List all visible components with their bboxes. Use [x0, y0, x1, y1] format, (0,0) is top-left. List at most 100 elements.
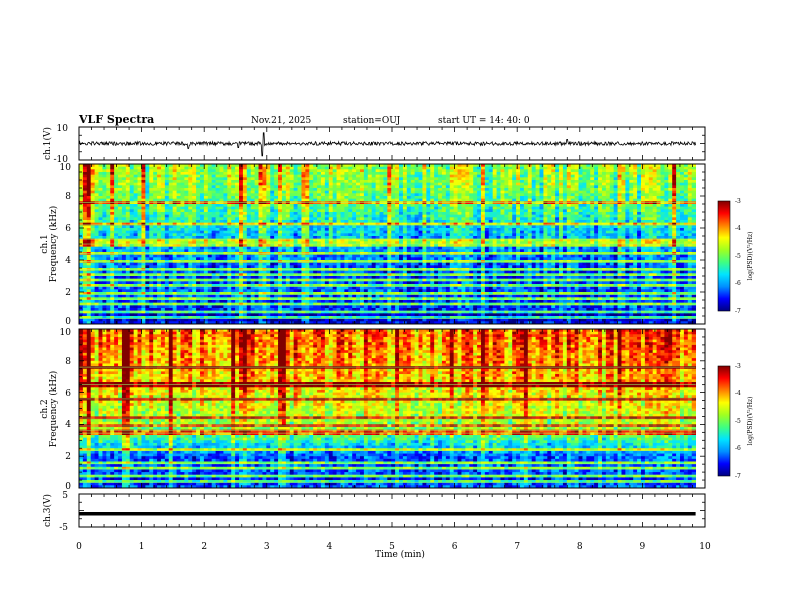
heatmap-cell: [90, 217, 96, 221]
heatmap-cell: [441, 233, 447, 237]
heatmap-cell: [231, 214, 236, 218]
heatmap-cell: [309, 233, 314, 237]
heatmap-cell: [344, 196, 349, 200]
heatmap-cell: [176, 166, 181, 170]
heatmap-cell: [188, 190, 193, 194]
heatmap-cell: [157, 198, 162, 202]
heatmap-cell: [359, 238, 365, 242]
heatmap-cell: [500, 241, 505, 245]
heatmap-cell: [605, 206, 611, 210]
heatmap-cell: [79, 212, 84, 216]
heatmap-cell: [367, 233, 373, 237]
heatmap-cell: [375, 230, 380, 234]
heatmap-cell: [250, 228, 256, 232]
heatmap-cell: [379, 204, 384, 208]
heatmap-cell: [445, 196, 451, 200]
heatmap-cell: [668, 236, 673, 240]
heatmap-cell: [207, 166, 213, 170]
heatmap-cell: [317, 166, 322, 170]
heatmap-cell: [184, 225, 189, 229]
heatmap-cell: [555, 212, 560, 216]
heatmap-cell: [691, 185, 697, 189]
heatmap-cell: [125, 217, 131, 221]
heatmap-cell: [473, 228, 478, 232]
heatmap-cell: [504, 209, 509, 213]
heatmap-cell: [118, 236, 123, 240]
heatmap-cell: [160, 169, 166, 173]
heatmap-cell: [414, 166, 419, 170]
heatmap-cell: [359, 198, 365, 202]
heatmap-cell: [516, 209, 521, 213]
heatmap-cell: [488, 241, 494, 245]
heatmap-cell: [118, 220, 123, 224]
heatmap-cell: [512, 177, 517, 181]
heatmap-cell: [512, 206, 517, 210]
heatmap-cell: [414, 217, 419, 221]
heatmap-cell: [102, 166, 107, 170]
heatmap-cell: [508, 166, 513, 170]
heatmap-cell: [125, 222, 131, 226]
heatmap-cell: [523, 185, 529, 189]
heatmap-cell: [157, 185, 162, 189]
heatmap-cell: [586, 193, 591, 197]
heatmap-cell: [461, 222, 466, 226]
heatmap-cell: [188, 212, 193, 216]
heatmap-cell: [188, 236, 193, 240]
heatmap-cell: [629, 190, 634, 194]
heatmap-cell: [586, 217, 591, 221]
heatmap-cell: [664, 177, 669, 181]
heatmap-cell: [609, 182, 615, 186]
heatmap-cell: [172, 188, 177, 192]
heatmap-cell: [496, 222, 501, 226]
heatmap-cell: [207, 198, 213, 202]
heatmap-cell: [449, 166, 455, 170]
heatmap-cell: [449, 201, 455, 205]
heatmap-cell: [164, 185, 170, 189]
heatmap-cell: [441, 220, 447, 224]
heatmap-cell: [274, 222, 279, 226]
heatmap-cell: [133, 180, 138, 184]
heatmap-cell: [383, 164, 388, 168]
heatmap-cell: [133, 222, 138, 226]
heatmap-cell: [496, 228, 501, 232]
heatmap-cell: [555, 236, 560, 240]
heatmap-cell: [336, 233, 341, 237]
heatmap-cell: [399, 166, 404, 170]
heatmap-cell: [297, 238, 302, 242]
heatmap-cell: [500, 193, 505, 197]
heatmap-cell: [644, 172, 650, 176]
heatmap-cell: [141, 172, 146, 176]
heatmap-cell: [242, 164, 248, 168]
heatmap-cell: [406, 185, 412, 189]
heatmap-cell: [644, 169, 650, 173]
heatmap-cell: [102, 204, 107, 208]
heatmap-cell: [426, 169, 431, 173]
heatmap-cell: [149, 169, 154, 173]
heatmap-cell: [414, 236, 419, 240]
heatmap-cell: [293, 209, 298, 213]
heatmap-cell: [656, 169, 661, 173]
heatmap-cell: [469, 198, 474, 202]
heatmap-cell: [488, 172, 494, 176]
heatmap-cell: [301, 169, 306, 173]
heatmap-cell: [375, 238, 380, 242]
heatmap-cell: [309, 236, 314, 240]
heatmap-cell: [145, 225, 150, 229]
heatmap-cell: [102, 217, 107, 221]
heatmap-cell: [168, 230, 174, 234]
heatmap-cell: [375, 201, 380, 205]
heatmap-cell: [543, 169, 548, 173]
heatmap-cell: [184, 172, 189, 176]
heatmap-cell: [559, 185, 564, 189]
heatmap-cell: [539, 201, 544, 205]
heatmap-cell: [578, 166, 583, 170]
heatmap-cell: [356, 196, 361, 200]
heatmap-cell: [348, 222, 353, 226]
heatmap-cell: [559, 174, 564, 178]
heatmap-cell: [430, 190, 435, 194]
heatmap-cell: [180, 166, 185, 170]
heatmap-cell: [504, 169, 509, 173]
heatmap-cell: [473, 172, 478, 176]
heatmap-cell: [254, 172, 259, 176]
heatmap-cell: [441, 188, 447, 192]
